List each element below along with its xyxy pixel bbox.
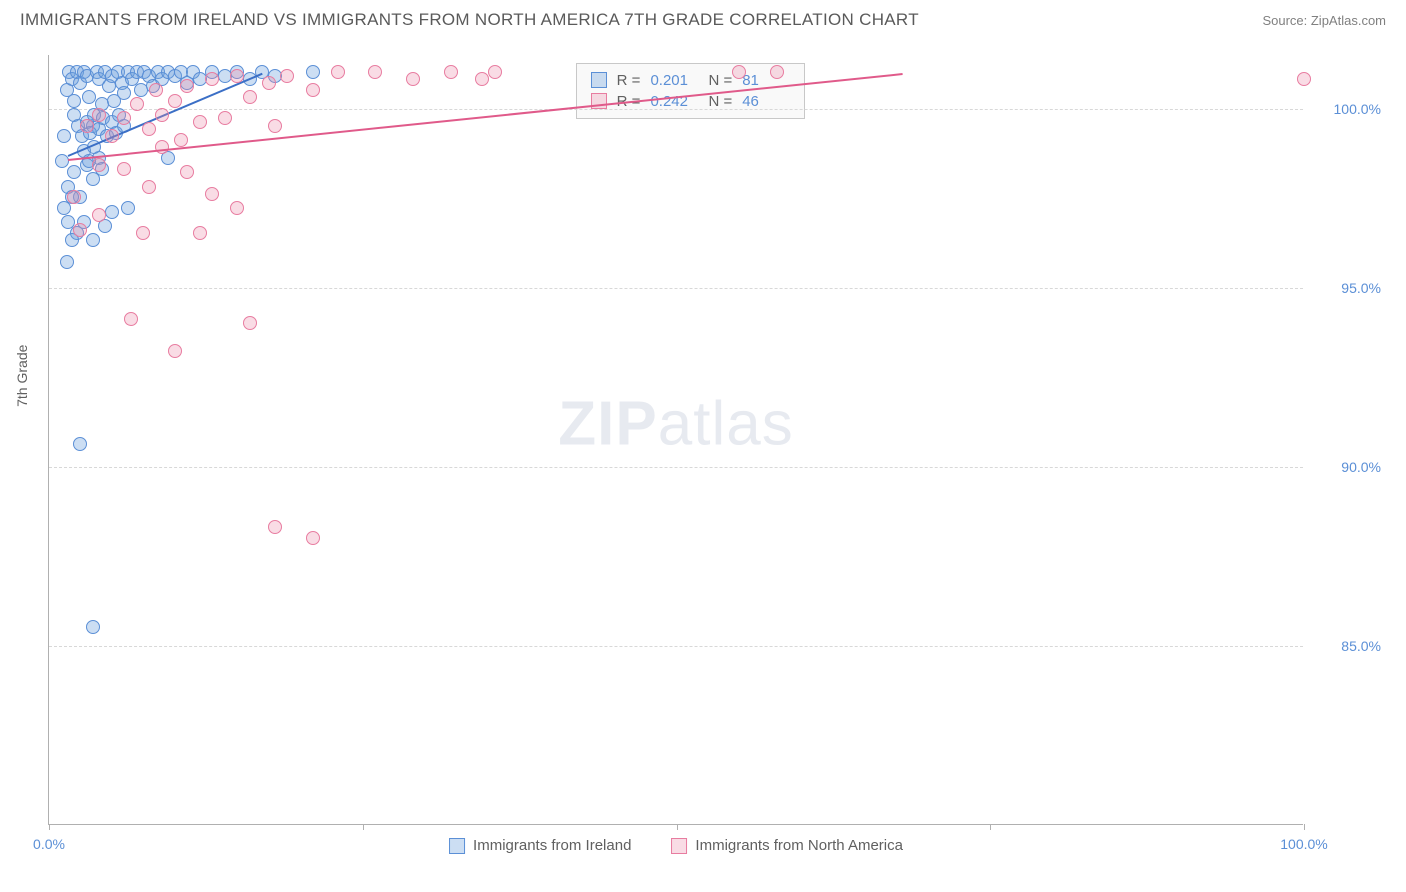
y-tick-label: 90.0%: [1311, 459, 1381, 475]
data-point: [205, 187, 219, 201]
data-point: [117, 111, 131, 125]
data-point: [306, 65, 320, 79]
gridline: [49, 467, 1303, 468]
data-point: [475, 72, 489, 86]
x-tick-mark: [677, 824, 678, 830]
data-point: [168, 94, 182, 108]
data-point: [193, 226, 207, 240]
data-point: [142, 122, 156, 136]
data-point: [124, 312, 138, 326]
stat-n-value: 46: [742, 93, 790, 110]
data-point: [444, 65, 458, 79]
x-tick-label: 100.0%: [1280, 836, 1327, 852]
data-point: [117, 86, 131, 100]
legend-swatch: [671, 838, 687, 854]
data-point: [155, 140, 169, 154]
data-point: [1297, 72, 1311, 86]
scatter-chart: ZIPatlas R =0.201N =81R =0.242N =46 Immi…: [48, 55, 1303, 825]
data-point: [193, 115, 207, 129]
legend-item: Immigrants from North America: [671, 837, 903, 854]
data-point: [306, 531, 320, 545]
data-point: [180, 79, 194, 93]
data-point: [268, 520, 282, 534]
data-point: [130, 97, 144, 111]
data-point: [142, 180, 156, 194]
y-tick-label: 95.0%: [1311, 280, 1381, 296]
data-point: [168, 344, 182, 358]
gridline: [49, 288, 1303, 289]
data-point: [262, 76, 276, 90]
data-point: [174, 133, 188, 147]
data-point: [230, 69, 244, 83]
data-point: [280, 69, 294, 83]
data-point: [136, 226, 150, 240]
stat-n-label: N =: [708, 72, 732, 89]
data-point: [205, 72, 219, 86]
data-point: [180, 165, 194, 179]
watermark: ZIPatlas: [558, 389, 793, 460]
data-point: [243, 316, 257, 330]
data-point: [770, 65, 784, 79]
data-point: [121, 201, 135, 215]
data-point: [57, 129, 71, 143]
data-point: [73, 437, 87, 451]
data-point: [117, 162, 131, 176]
data-point: [80, 119, 94, 133]
legend-label: Immigrants from North America: [695, 837, 903, 854]
data-point: [732, 65, 746, 79]
data-point: [105, 205, 119, 219]
legend-swatch: [449, 838, 465, 854]
data-point: [92, 108, 106, 122]
data-point: [218, 111, 232, 125]
x-tick-label: 0.0%: [33, 836, 65, 852]
data-point: [230, 201, 244, 215]
legend-label: Immigrants from Ireland: [473, 837, 631, 854]
data-point: [86, 233, 100, 247]
data-point: [105, 129, 119, 143]
data-point: [73, 223, 87, 237]
data-point: [60, 255, 74, 269]
chart-source: Source: ZipAtlas.com: [1262, 13, 1386, 28]
chart-title: IMMIGRANTS FROM IRELAND VS IMMIGRANTS FR…: [20, 10, 919, 30]
data-point: [406, 72, 420, 86]
data-point: [243, 90, 257, 104]
gridline: [49, 109, 1303, 110]
data-point: [268, 119, 282, 133]
data-point: [368, 65, 382, 79]
y-axis-title: 7th Grade: [14, 345, 30, 407]
y-tick-label: 100.0%: [1311, 101, 1381, 117]
x-tick-mark: [1304, 824, 1305, 830]
data-point: [306, 83, 320, 97]
data-point: [92, 158, 106, 172]
chart-legend: Immigrants from Ireland Immigrants from N…: [449, 837, 903, 854]
series-swatch: [591, 72, 607, 88]
data-point: [488, 65, 502, 79]
data-point: [155, 108, 169, 122]
stat-r-value: 0.201: [650, 72, 698, 89]
data-point: [67, 94, 81, 108]
gridline: [49, 646, 1303, 647]
data-point: [149, 83, 163, 97]
data-point: [92, 208, 106, 222]
x-tick-mark: [990, 824, 991, 830]
x-tick-mark: [49, 824, 50, 830]
data-point: [67, 165, 81, 179]
stat-n-label: N =: [708, 93, 732, 110]
data-point: [331, 65, 345, 79]
stat-r-label: R =: [617, 72, 641, 89]
legend-item: Immigrants from Ireland: [449, 837, 631, 854]
x-tick-mark: [363, 824, 364, 830]
y-tick-label: 85.0%: [1311, 638, 1381, 654]
chart-header: IMMIGRANTS FROM IRELAND VS IMMIGRANTS FR…: [0, 0, 1406, 30]
data-point: [67, 190, 81, 204]
data-point: [55, 154, 69, 168]
data-point: [86, 620, 100, 634]
